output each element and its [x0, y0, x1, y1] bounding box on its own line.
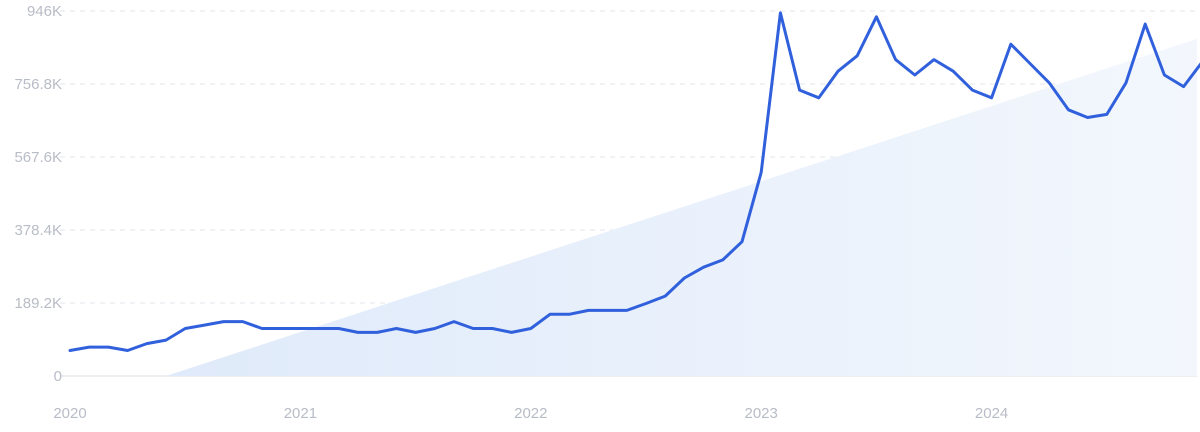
x-tick-label: 2021 [284, 405, 317, 422]
x-tick-label: 2022 [514, 405, 547, 422]
x-axis-ticks: 2020 2021 2022 2023 2024 [53, 405, 1008, 422]
x-tick-label: 2024 [975, 405, 1008, 422]
x-tick-label: 2020 [53, 405, 86, 422]
y-tick-label: 189.2K [14, 295, 62, 312]
trend-area [166, 38, 1197, 377]
y-tick-label: 946K [27, 3, 62, 20]
y-tick-label: 567.6K [14, 149, 62, 166]
y-axis-ticks: 0 189.2K 378.4K 567.6K 756.8K 946K [14, 3, 62, 385]
y-tick-label: 0 [54, 368, 62, 385]
x-tick-label: 2023 [745, 405, 778, 422]
trend-area-shape [166, 38, 1197, 377]
series-lines [68, 11, 1200, 352]
y-tick-label: 756.8K [14, 76, 62, 93]
y-tick-label: 378.4K [14, 222, 62, 239]
series-line [68, 11, 1200, 352]
